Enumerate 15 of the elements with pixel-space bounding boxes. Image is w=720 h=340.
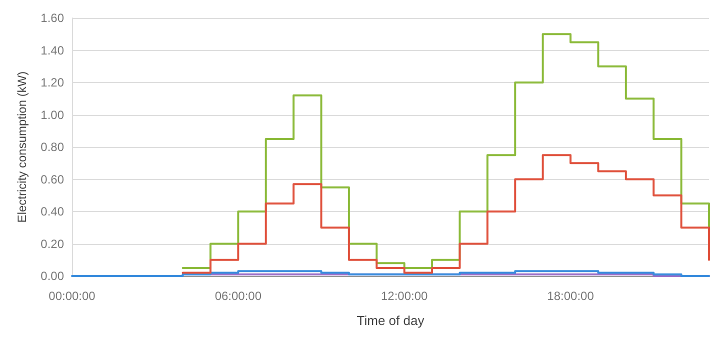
x-tick-label: 18:00:00 xyxy=(547,289,594,303)
y-tick-label: 0.80 xyxy=(40,140,64,154)
y-tick-label: 0.00 xyxy=(40,269,64,283)
y-tick-label: 1.20 xyxy=(40,76,64,90)
y-tick-label: 1.60 xyxy=(40,11,64,25)
y-tick-label: 0.60 xyxy=(40,172,64,186)
x-tick-label: 06:00:00 xyxy=(214,289,262,303)
y-tick-label: 0.20 xyxy=(40,236,64,251)
x-tick-label: 12:00:00 xyxy=(380,289,428,303)
y-tick-label: 1.40 xyxy=(40,43,64,58)
x-tick-label: 00:00:00 xyxy=(48,289,96,303)
y-tick-label: 1.00 xyxy=(40,108,64,122)
y-tick-label: 0.40 xyxy=(40,204,64,218)
y-axis-title: Electricity consumption (kW) xyxy=(15,71,29,223)
x-axis-title: Time of day xyxy=(356,313,425,328)
